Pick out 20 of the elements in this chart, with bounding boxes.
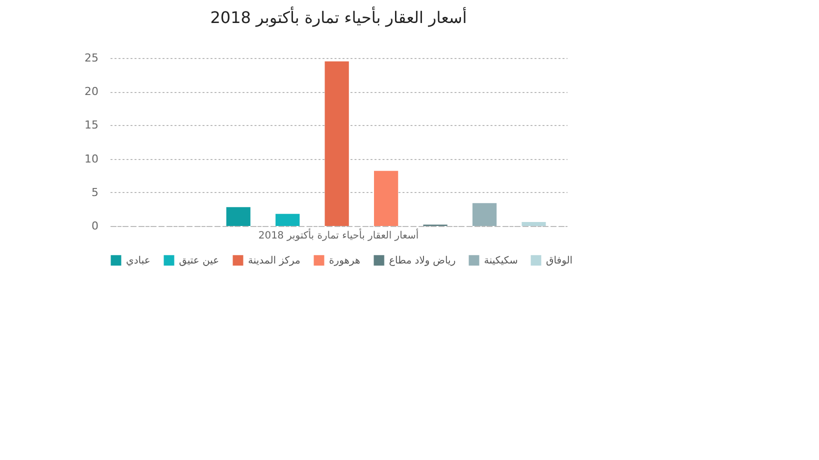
bar: [276, 214, 300, 226]
bar: [522, 222, 546, 226]
legend-label: عين عتيق: [179, 255, 220, 266]
legend-label: رياض ولاد مطاع: [389, 255, 456, 266]
y-tick-label: 20: [84, 85, 98, 98]
bar: [374, 170, 398, 226]
y-tick-label: 0: [92, 220, 98, 232]
y-tick-label: 5: [92, 186, 98, 199]
legend-label: مركز المدينة: [248, 255, 300, 266]
bar: [472, 203, 497, 226]
legend-label: سكيكينة: [484, 255, 518, 266]
y-tick-label: 25: [84, 52, 98, 64]
legend-label: عبادي: [126, 255, 150, 266]
y-tick-label: 15: [84, 118, 98, 132]
y-tick-label: 10: [84, 152, 98, 166]
legend-label: الوفاق: [546, 255, 573, 266]
chart-title: أسعار العقار بأحياء تمارة بأكتوبر 2018: [210, 6, 467, 27]
legend-label: هرهورة: [329, 255, 360, 266]
bar: [226, 207, 250, 226]
bar: [324, 61, 349, 226]
